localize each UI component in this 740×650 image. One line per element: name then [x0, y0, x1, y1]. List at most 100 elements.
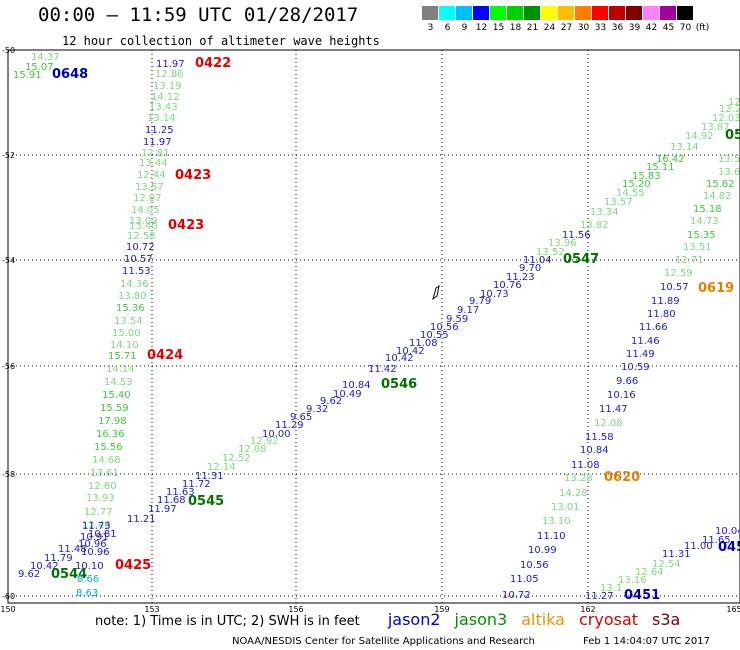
wave-height-label: 13.5 [718, 154, 740, 165]
wave-height-label: 10.55 [420, 330, 449, 341]
map-grid [8, 50, 740, 603]
wave-height-label: 12.92 [250, 436, 279, 447]
wave-height-label: 11.72 [182, 479, 211, 490]
pass-time-label: 0545 [725, 128, 740, 143]
x-tick-label: 156 [288, 605, 303, 614]
wave-height-label: 12.46 [82, 520, 111, 531]
color-scale-label: 45 [662, 23, 675, 33]
wave-height-label: 15.40 [102, 390, 131, 401]
wave-height-label: 11.80 [647, 309, 676, 320]
wave-height-label: 11.42 [368, 364, 397, 375]
wave-height-label: 11.79 [44, 553, 73, 564]
wave-height-label: 13.68 [718, 167, 740, 178]
pass-time-label: 0648 [52, 67, 88, 82]
wave-height-label: 14.53 [104, 377, 133, 388]
color-swatch [473, 6, 490, 20]
wave-height-label: 10.76 [493, 280, 522, 291]
x-tick-label: 159 [434, 605, 449, 614]
wave-height-label: 10.81 [88, 529, 117, 540]
wave-height-label: 13.16 [618, 575, 647, 586]
wave-height-label: 10.73 [480, 289, 509, 300]
wave-height-label: 14.68 [92, 455, 121, 466]
wave-height-label: 11.04 [523, 255, 552, 266]
wave-height-label: 11.05 [510, 574, 539, 585]
wave-height-label: 11.00 [684, 541, 713, 552]
wave-height-label: 9.65 [290, 412, 312, 423]
color-swatch [643, 6, 660, 20]
wave-height-label: 11.31 [662, 549, 691, 560]
wave-height-label: 14.55 [616, 188, 645, 199]
wave-height-label: 13.82 [580, 220, 609, 231]
satellite-legend-altika: altika [521, 610, 565, 629]
wave-height-label: 9.59 [446, 314, 468, 325]
color-swatch [524, 6, 541, 20]
wave-height-label: 12.87 [133, 193, 162, 204]
wave-height-label: 11.49 [626, 349, 655, 360]
wave-height-label: 8.63 [76, 588, 98, 599]
wave-height-label: 12.58 [127, 231, 156, 242]
color-scale-label: 33 [594, 23, 607, 33]
satellite-legend-cryosat: cryosat [578, 610, 639, 629]
color-scale-label: 36 [611, 23, 624, 33]
wave-height-label: 11.27 [585, 591, 614, 602]
wave-height-label: 10.10 [75, 561, 104, 572]
pass-time-label: 0547 [563, 252, 599, 267]
wave-height-label: 14.28 [559, 488, 588, 499]
wave-height-label: 12.03 [712, 113, 740, 124]
footer-timestamp: Feb 1 14:04:07 UTC 2017 [583, 636, 710, 647]
wave-height-label: 11.97 [148, 504, 177, 515]
wave-height-label: 10.72 [502, 590, 531, 601]
wave-height-label: 15.83 [632, 171, 661, 182]
color-scale-swatches [422, 6, 711, 20]
wave-height-label: 14.73 [690, 216, 719, 227]
wave-height-label: 9.62 [18, 569, 40, 580]
wave-height-label: 15.56 [94, 442, 123, 453]
wave-height-label: 11.58 [585, 432, 614, 443]
map-frame [7, 49, 740, 604]
color-scale-labels: 3 6 9 12 15 18 21 24 27 30 33 36 39 42 45 70 (ft) [422, 20, 711, 33]
wave-height-label: 8.66 [77, 574, 99, 585]
pass-time-label: 0546 [381, 377, 417, 392]
wave-height-label: 14.10 [110, 340, 139, 351]
color-scale-label: 12 [475, 23, 488, 33]
wave-height-label: 9.17 [457, 305, 479, 316]
pass-time-label: 0423 [175, 168, 211, 183]
wave-height-label: 12.77 [84, 507, 113, 518]
wave-height-label: 10.96 [78, 539, 107, 550]
wave-height-label: 12 [728, 97, 740, 108]
wave-height-label: 10.72 [126, 242, 155, 253]
wave-height-label: 11.23 [506, 272, 535, 283]
color-swatch [541, 6, 558, 20]
wave-height-label: 15.36 [116, 303, 145, 314]
wave-height-label: 13.87 [701, 122, 730, 133]
x-tick-label: 165 [726, 605, 740, 614]
wave-height-label: 13.57 [135, 182, 164, 193]
wave-height-label: 11.68 [157, 495, 186, 506]
wave-height-label: 13.34 [590, 207, 619, 218]
x-tick-label: 162 [580, 605, 595, 614]
color-scale-label: 30 [577, 23, 590, 33]
wave-height-label: 11.53 [122, 266, 151, 277]
wave-height-label: 13.28 [564, 473, 593, 484]
color-scale-label: 15 [492, 23, 505, 33]
wave-height-label: 15.59 [100, 403, 129, 414]
wave-height-label: 13.52 [536, 247, 565, 258]
color-swatch [660, 6, 677, 20]
wave-height-label: 10.91 [80, 532, 109, 543]
color-scale-label: 18 [509, 23, 522, 33]
color-swatch [575, 6, 592, 20]
wave-height-label: 11.25 [145, 125, 174, 136]
wave-height-label: 13.96 [548, 238, 577, 249]
pass-time-label: 0424 [147, 348, 183, 363]
y-tick-label: -56 [2, 362, 15, 371]
y-tick-label: -52 [2, 151, 15, 160]
wave-height-label: 13.61 [90, 468, 119, 479]
wave-height-label: 13.1 [600, 583, 622, 594]
wave-height-label: 12.59 [664, 268, 693, 279]
wave-height-label: 12.71 [675, 255, 704, 266]
satellite-legend-s3a: s3a [652, 610, 681, 629]
legend-row: note: 1) Time is in UTC; 2) SWH is in fe… [95, 610, 680, 629]
color-scale-legend: 3 6 9 12 15 18 21 24 27 30 33 36 39 42 45 70 (ft) [422, 6, 711, 33]
color-scale-label: 42 [645, 23, 658, 33]
